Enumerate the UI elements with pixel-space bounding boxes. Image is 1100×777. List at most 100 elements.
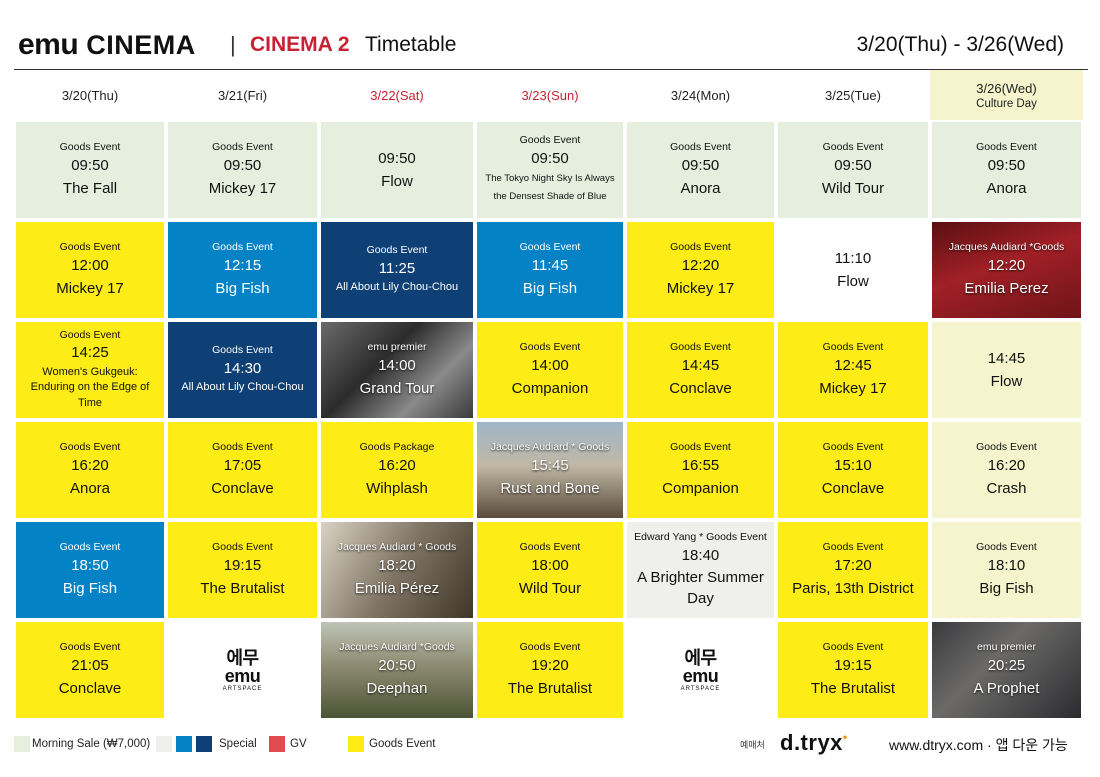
screening-cell[interactable]: Goods Event 16:20 Anora [16,422,164,518]
site-url[interactable]: www.dtryx.com · 앱 다운 가능 [889,737,1068,753]
screening-cell[interactable]: Goods Event 14:30 All About Lily Chou-Chou [168,322,317,418]
screening-cell[interactable]: Goods Event 09:50 The Fall [16,122,164,218]
showtime: 18:40 [681,546,720,564]
showtime: 14:00 [378,357,416,375]
event-label: Goods Event [976,441,1037,454]
hall-name: CINEMA 2 [250,33,350,56]
screening-cell[interactable]: Goods Event 12:20 Mickey 17 [627,222,774,318]
screening-cell[interactable]: Goods Event 14:45 Conclave [627,322,774,418]
day-header: 3/23(Sun) [475,70,625,120]
screening-cell[interactable]: Goods Event 11:45 Big Fish [477,222,623,318]
screening-cell[interactable]: Goods Event 09:50 Anora [627,122,774,218]
screening-cell[interactable]: Goods Event 16:20 Crash [932,422,1081,518]
brand-logo: emu CINEMA [18,28,196,62]
showtime: 09:50 [531,149,569,167]
screening-cell[interactable]: Goods Event 21:05 Conclave [16,622,164,718]
screening-cell[interactable]: Jacques Audiard *Goods 20:50 Deephan [321,622,473,718]
screening-cell[interactable]: Goods Event 15:10 Conclave [778,422,928,518]
screening-cell[interactable]: Goods Event 12:00 Mickey 17 [16,222,164,318]
showtime: 20:25 [987,657,1026,675]
screening-cell[interactable]: Goods Event 19:20 The Brutalist [477,622,623,718]
showtime: 11:45 [531,257,569,275]
event-label: Edward Yang * Goods Event [634,530,767,543]
day-label: 3/23(Sun) [521,87,579,103]
dtryx-brand: d.tryx [780,730,843,755]
legend-gv: GV [290,738,307,750]
screening-cell[interactable]: Goods Event 09:50 Anora [932,122,1081,218]
event-label: Goods Event [59,328,121,341]
showtime: 19:15 [834,657,872,675]
screening-cell[interactable]: Jacques Audiard *Goods 12:20 Emilia Perez [932,222,1081,318]
screening-cell[interactable]: Goods Event 12:15 Big Fish [168,222,317,318]
day-header: 3/22(Sat) [319,70,475,120]
showtime: 16:20 [378,457,416,475]
legend: Morning Sale (₩7,000) Special GV Goods E… [14,730,1094,760]
screening-cell[interactable]: Goods Event 09:50 Mickey 17 [168,122,317,218]
showtime: 09:50 [681,157,720,175]
movie-title: Anora [680,179,721,197]
event-label: emu premier [977,641,1036,654]
event-label: Goods Event [59,541,121,554]
artspace-logo-korean: 에무 [226,647,259,668]
movie-title: Conclave [669,379,732,397]
movie-title: Deephan [366,679,428,697]
screening-cell[interactable]: Goods Event 18:00 Wild Tour [477,522,623,618]
movie-title: Big Fish [215,279,270,297]
showtime: 12:20 [681,257,720,275]
screening-cell[interactable]: Jacques Audiard * Goods 18:20 Emilia Pérez [321,522,473,618]
special-swatch-blue [176,736,192,752]
screening-cell[interactable]: Goods Event 14:25 Women's Gukgeuk: Endurin… [16,322,164,418]
screening-cell[interactable]: emu premier 20:25 A Prophet [932,622,1081,718]
movie-title: Anora [69,479,111,497]
screening-cell[interactable]: Goods Event 19:15 The Brutalist [168,522,317,618]
screening-cell[interactable]: Goods Event 16:55 Companion [627,422,774,518]
page-title: Timetable [365,33,457,56]
showtime: 17:20 [834,557,872,575]
showtime: 12:15 [223,257,262,275]
movie-title: Women's Gukgeuk: Enduring on the Edge of… [30,365,150,409]
special-swatch-linen [156,736,172,752]
booking-label: 예매처 [740,740,765,750]
movie-title: The Brutalist [507,679,593,697]
screening-cell[interactable]: emu premier 14:00 Grand Tour [321,322,473,418]
movie-title: Wild Tour [518,579,582,597]
artspace-logo-cell: 에무 emu ARTSPACE [627,622,774,718]
screening-cell[interactable]: Jacques Audiard * Goods 15:45 Rust and Bon… [477,422,623,518]
screening-cell[interactable]: 09:50 Flow [321,122,473,218]
screening-cell[interactable]: 14:45 Flow [932,322,1081,418]
showtime: 19:15 [223,557,262,575]
screening-cell[interactable]: 11:10 Flow [778,222,928,318]
screening-cell[interactable]: Edward Yang * Goods Event 18:40 A Brighter… [627,522,774,618]
showtime: 18:20 [378,557,416,575]
dtryx-logo[interactable]: d.tryx• [780,730,848,756]
showtime: 11:25 [378,259,416,277]
event-label: Goods Event [670,241,731,254]
event-label: Goods Event [212,141,273,154]
event-label: Jacques Audiard * Goods [337,541,457,554]
screening-cell[interactable]: Goods Event 18:10 Big Fish [932,522,1081,618]
screening-cell[interactable]: Goods Event 09:50 Wild Tour [778,122,928,218]
showtime: 15:10 [834,457,872,475]
event-label: Goods Event [519,541,581,554]
gv-swatch [269,736,285,752]
movie-title: All About Lily Chou-Chou [335,281,459,294]
event-label: Goods Event [519,641,581,654]
screening-cell[interactable]: Goods Event 11:25 All About Lily Chou-Chou [321,222,473,318]
movie-title: Wihplash [366,479,428,497]
event-label: Goods Event [366,244,428,257]
artspace-logo-cell: 에무 emu ARTSPACE [168,622,317,718]
screening-cell[interactable]: Goods Package 16:20 Wihplash [321,422,473,518]
screening-cell[interactable]: Goods Event 14:00 Companion [477,322,623,418]
showtime: 16:20 [71,457,109,475]
screening-cell[interactable]: Goods Event 17:05 Conclave [168,422,317,518]
screening-cell[interactable]: Goods Event 17:20 Paris, 13th District [778,522,928,618]
screening-cell[interactable]: Goods Event 19:15 The Brutalist [778,622,928,718]
movie-title: The Brutalist [810,679,896,697]
screening-cell[interactable]: Goods Event 09:50 The Tokyo Night Sky Is A… [477,122,623,218]
showtime: 14:45 [681,357,720,375]
movie-title: Mickey 17 [208,179,277,197]
header-divider [14,69,1088,70]
screening-cell[interactable]: Goods Event 18:50 Big Fish [16,522,164,618]
screening-cell[interactable]: Goods Event 12:45 Mickey 17 [778,322,928,418]
showtime: 09:50 [378,150,416,168]
